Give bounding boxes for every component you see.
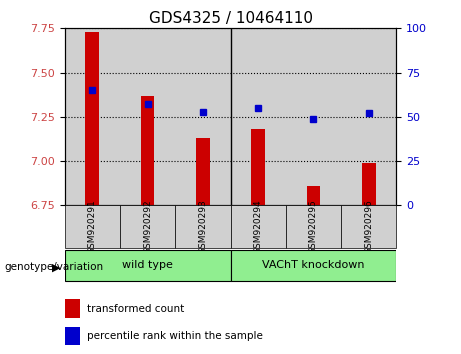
Text: GSM920291: GSM920291 (88, 199, 97, 254)
Bar (307, 186, 320, 205)
Bar (65, 28, 120, 205)
Bar (362, 163, 376, 205)
Bar (175, 205, 230, 248)
Bar (341, 28, 396, 205)
Text: VAChT knockdown: VAChT knockdown (262, 261, 365, 270)
Bar (85, 32, 99, 205)
Bar (230, 28, 286, 205)
Text: wild type: wild type (122, 261, 173, 270)
Bar (230, 250, 396, 281)
Bar (141, 96, 154, 205)
Bar (120, 28, 175, 205)
Text: genotype/variation: genotype/variation (5, 262, 104, 272)
Bar (286, 28, 341, 205)
Text: GSM920296: GSM920296 (364, 199, 373, 254)
Bar (65, 327, 80, 345)
Bar (196, 138, 210, 205)
Bar (120, 205, 175, 248)
Text: GSM920293: GSM920293 (198, 199, 207, 254)
Text: GSM920294: GSM920294 (254, 199, 263, 254)
Bar (230, 205, 286, 248)
Bar (65, 299, 80, 318)
Bar (341, 205, 396, 248)
Text: transformed count: transformed count (87, 303, 184, 314)
Bar (175, 28, 230, 205)
Bar (286, 205, 341, 248)
Text: ▶: ▶ (53, 262, 61, 272)
Bar (251, 129, 265, 205)
Title: GDS4325 / 10464110: GDS4325 / 10464110 (148, 11, 313, 26)
Text: GSM920292: GSM920292 (143, 199, 152, 254)
Bar (65, 205, 120, 248)
Bar (65, 250, 230, 281)
Text: percentile rank within the sample: percentile rank within the sample (87, 331, 263, 341)
Text: GSM920295: GSM920295 (309, 199, 318, 254)
